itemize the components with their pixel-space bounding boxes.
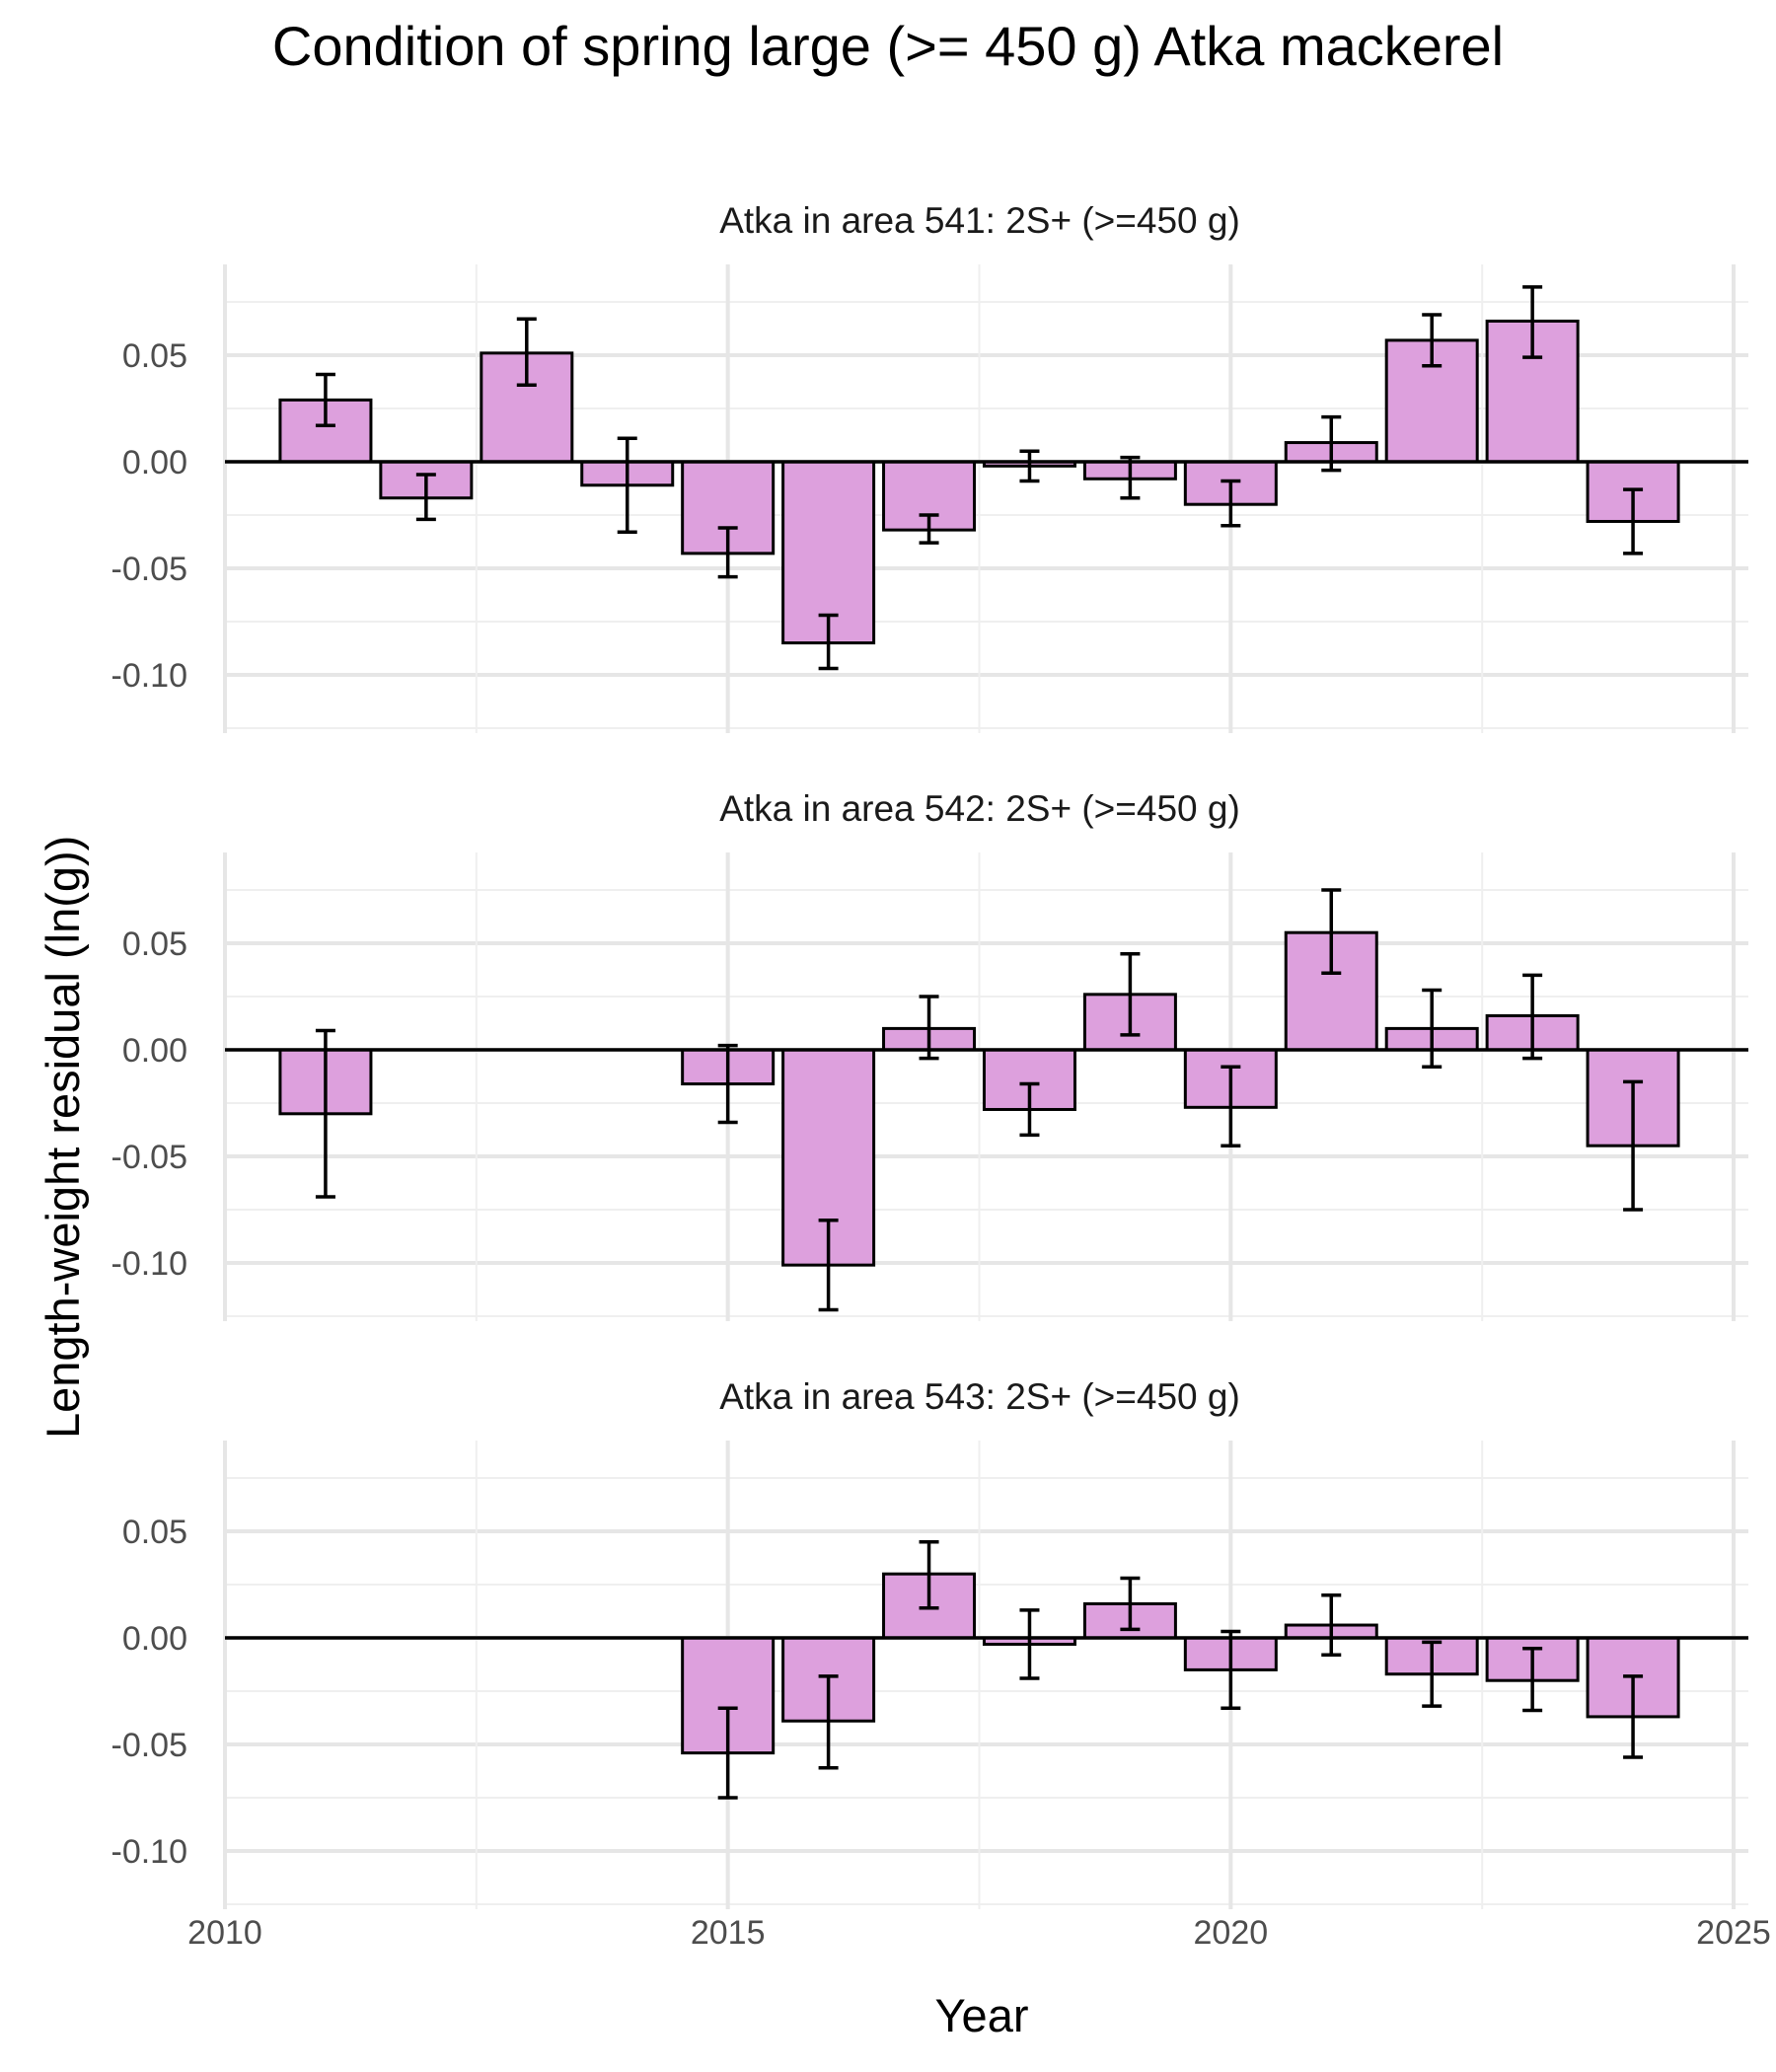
y-tick-label: 0.05 [122,337,187,375]
panel-title: Atka in area 543: 2S+ (>=450 g) [719,1376,1240,1417]
y-tick-label: -0.10 [111,657,188,695]
y-tick-label: -0.05 [111,1139,188,1176]
y-tick-label: 0.05 [122,1514,187,1551]
y-tick-label: 0.00 [122,1620,187,1658]
y-tick-label: -0.10 [111,1245,188,1283]
y-tick-label: 0.00 [122,1032,187,1070]
x-tick-label: 2025 [1696,1914,1771,1952]
y-tick-label: 0.05 [122,925,187,963]
bar [781,460,876,645]
y-tick-label: -0.10 [111,1833,188,1871]
x-tick-label: 2015 [691,1914,766,1952]
y-tick-label: 0.00 [122,444,187,481]
y-tick-label: -0.05 [111,551,188,588]
y-tick-label: -0.05 [111,1727,188,1764]
x-tick-label: 2010 [187,1914,262,1952]
panel-title: Atka in area 541: 2S+ (>=450 g) [719,200,1240,241]
x-axis-title: Year [934,1989,1029,2041]
x-tick-label: 2020 [1194,1914,1269,1952]
chart-title: Condition of spring large (>= 450 g) Atk… [271,15,1505,77]
panel-title: Atka in area 542: 2S+ (>=450 g) [719,788,1240,829]
